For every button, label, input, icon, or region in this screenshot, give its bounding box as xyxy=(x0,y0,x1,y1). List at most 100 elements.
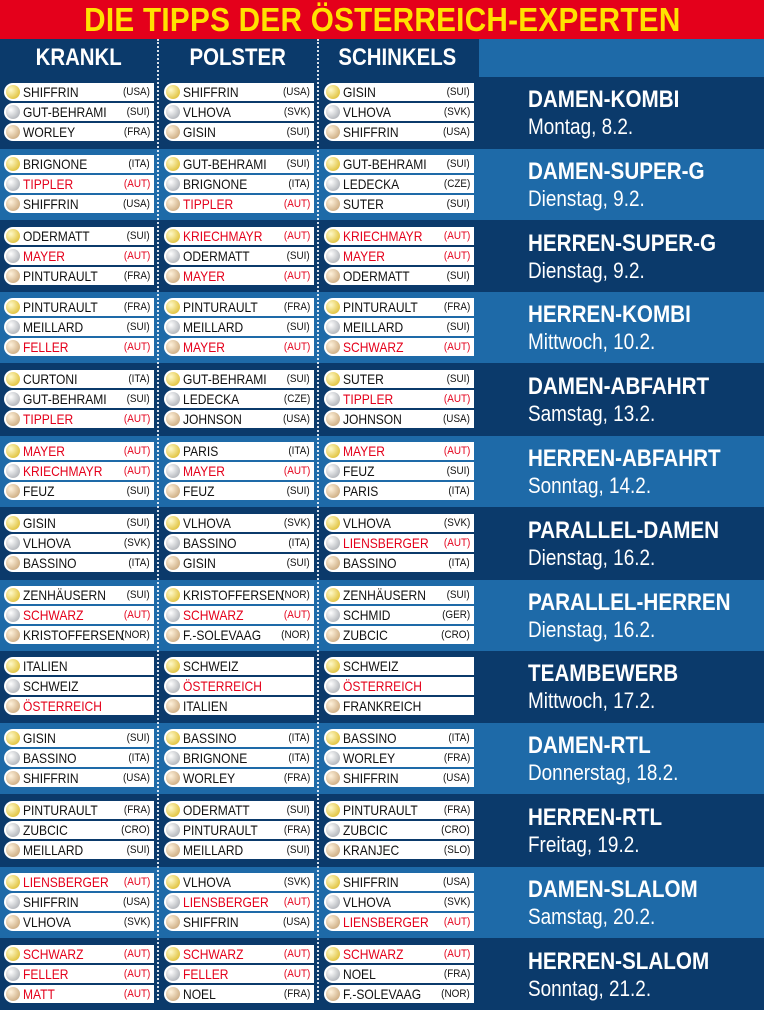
nation-code: (USA) xyxy=(283,86,310,98)
athlete-name: WORLEY xyxy=(343,750,396,767)
athlete-name: BASSINO xyxy=(23,750,77,767)
nation-code: (AUT) xyxy=(283,341,310,354)
athlete-name: MAYER xyxy=(23,247,65,264)
athlete-name: MAYER xyxy=(183,463,225,479)
pick-place-2: LIENSBERGER (AUT) xyxy=(324,533,474,552)
pick-place-1: MAYER (AUT) xyxy=(324,442,474,460)
nation-code: (SUI) xyxy=(446,86,470,98)
gold-medal-icon xyxy=(6,300,20,315)
silver-medal-icon xyxy=(6,751,20,766)
nation-code: (ITA) xyxy=(448,556,470,569)
athlete-name: SCHMID xyxy=(343,606,391,623)
pick-place-3: KRANJEC (SLO) xyxy=(324,841,474,859)
nation-code: (SUI) xyxy=(286,157,310,170)
bronze-medal-icon xyxy=(326,268,340,283)
event-date: Dienstag, 9.2. xyxy=(528,185,645,211)
expert-picks-1: SCHWARZ (AUT) FELLER (AUT) MATT (AUT) xyxy=(4,944,154,1005)
athlete-name: VLHOVA xyxy=(183,873,231,890)
pick-place-3: SUTER (SUI) xyxy=(324,194,474,213)
nation-code: (SVK) xyxy=(443,895,470,908)
bronze-medal-icon xyxy=(6,196,20,211)
nation-code: (AUT) xyxy=(123,177,150,190)
expert-picks-2: VLHOVA (SVK) BASSINO (ITA) GISIN (SUI) xyxy=(164,513,314,574)
event-row: SHIFFRIN (USA) GUT-BEHRAMI (SUI) WORLEY (FRA)… xyxy=(0,77,764,148)
gold-medal-icon xyxy=(326,946,340,961)
athlete-name: ODERMATT xyxy=(23,227,90,244)
athlete-name: MAYER xyxy=(23,443,65,459)
pick-place-1: SCHWEIZ xyxy=(164,657,314,676)
event-name: DAMEN-SLALOM xyxy=(528,875,698,903)
nation-code: (ITA) xyxy=(288,752,310,765)
pick-place-3: FEUZ (SUI) xyxy=(4,482,154,500)
nation-code: (NOR) xyxy=(281,628,310,641)
athlete-name: SCHWEIZ xyxy=(183,658,239,675)
silver-medal-icon xyxy=(326,176,340,191)
athlete-name: SHIFFRIN xyxy=(23,893,79,910)
silver-medal-icon xyxy=(166,176,180,191)
silver-medal-icon xyxy=(326,320,340,335)
nation-code: (SUI) xyxy=(126,106,150,118)
event-row: ZENHÄUSERN (SUI) SCHWARZ (AUT) KRISTOFFERSEN… xyxy=(0,579,764,651)
nation-code: (FRA) xyxy=(443,967,470,980)
expert-picks-2: SCHWEIZ ÖSTERREICH ITALIEN xyxy=(164,657,314,717)
pick-place-1: SCHWARZ (AUT) xyxy=(4,944,154,963)
bronze-medal-icon xyxy=(6,699,20,714)
expert-picks-3: MAYER (AUT) FEUZ (SUI) PARIS (ITA) xyxy=(324,442,474,502)
pick-place-2: SCHMID (GER) xyxy=(324,605,474,624)
nation-code: (FRA) xyxy=(283,987,310,1000)
nation-code: (ITA) xyxy=(128,556,150,569)
athlete-name: LIENSBERGER xyxy=(343,913,429,930)
nation-code: (SUI) xyxy=(126,588,150,601)
pick-place-3: MATT (AUT) xyxy=(4,984,154,1003)
athlete-name: VLHOVA xyxy=(343,514,391,531)
nation-code: (USA) xyxy=(123,86,150,98)
event-date: Donnerstag, 18.2. xyxy=(528,760,679,786)
pick-place-1: KRIECHMAYR (AUT) xyxy=(164,226,314,245)
bronze-medal-icon xyxy=(326,986,340,1001)
bronze-medal-icon xyxy=(166,914,180,929)
athlete-name: VLHOVA xyxy=(343,104,391,120)
expert-name: KRANKL xyxy=(35,44,122,71)
gold-medal-icon xyxy=(166,874,180,889)
bronze-medal-icon xyxy=(6,340,20,355)
pick-place-3: ÖSTERREICH xyxy=(4,697,154,716)
nation-code: (CRO) xyxy=(441,628,470,641)
event-row: PINTURAULT (FRA) MEILLARD (SUI) FELLER (AUT) P… xyxy=(0,292,764,364)
gold-medal-icon xyxy=(326,731,340,746)
event-row: PINTURAULT (FRA) ZUBCIC (CRO) MEILLARD (SUI) O… xyxy=(0,795,764,866)
nation-code: (USA) xyxy=(123,772,150,785)
athlete-name: PINTURAULT xyxy=(23,299,98,316)
nation-code: (AUT) xyxy=(443,249,470,262)
silver-medal-icon xyxy=(326,248,340,263)
athlete-name: VLHOVA xyxy=(183,104,231,120)
athlete-name: ZUBCIC xyxy=(23,822,68,838)
pick-place-3: ZUBCIC (CRO) xyxy=(324,625,474,644)
pick-place-1: GUT-BEHRAMI (SUI) xyxy=(324,154,474,173)
nation-code: (SVK) xyxy=(283,516,310,529)
athlete-name: BRIGNONE xyxy=(23,155,88,172)
bronze-medal-icon xyxy=(326,771,340,786)
athlete-name: BASSINO xyxy=(343,554,397,571)
athlete-name: GUT-BEHRAMI xyxy=(183,155,267,172)
pick-place-1: ODERMATT (SUI) xyxy=(164,801,314,819)
expert-picks-2: ODERMATT (SUI) PINTURAULT (FRA) MEILLARD (SUI… xyxy=(164,801,314,861)
gold-medal-icon xyxy=(326,372,340,387)
nation-code: (AUT) xyxy=(443,536,470,549)
bronze-medal-icon xyxy=(6,125,20,139)
expert-picks-3: GISIN (SUI) VLHOVA (SVK) SHIFFRIN (USA) xyxy=(324,83,474,143)
pick-place-2: SCHWARZ (AUT) xyxy=(164,605,314,624)
gold-medal-icon xyxy=(6,803,20,817)
nation-code: (CZE) xyxy=(443,177,470,190)
pick-place-3: FELLER (AUT) xyxy=(4,338,154,357)
nation-code: (SUI) xyxy=(286,249,310,262)
nation-code: (AUT) xyxy=(283,895,310,908)
silver-medal-icon xyxy=(166,823,180,837)
expert-picks-3: BASSINO (ITA) WORLEY (FRA) SHIFFRIN (USA) xyxy=(324,729,474,789)
pick-place-2: BRIGNONE (ITA) xyxy=(164,174,314,193)
athlete-name: SHIFFRIN xyxy=(343,124,399,140)
pick-place-2: MEILLARD (SUI) xyxy=(4,318,154,337)
pick-place-2: FELLER (AUT) xyxy=(4,964,154,983)
athlete-name: MAYER xyxy=(183,267,225,284)
expert-name: SCHINKELS xyxy=(338,44,457,71)
athlete-name: GUT-BEHRAMI xyxy=(183,371,267,388)
